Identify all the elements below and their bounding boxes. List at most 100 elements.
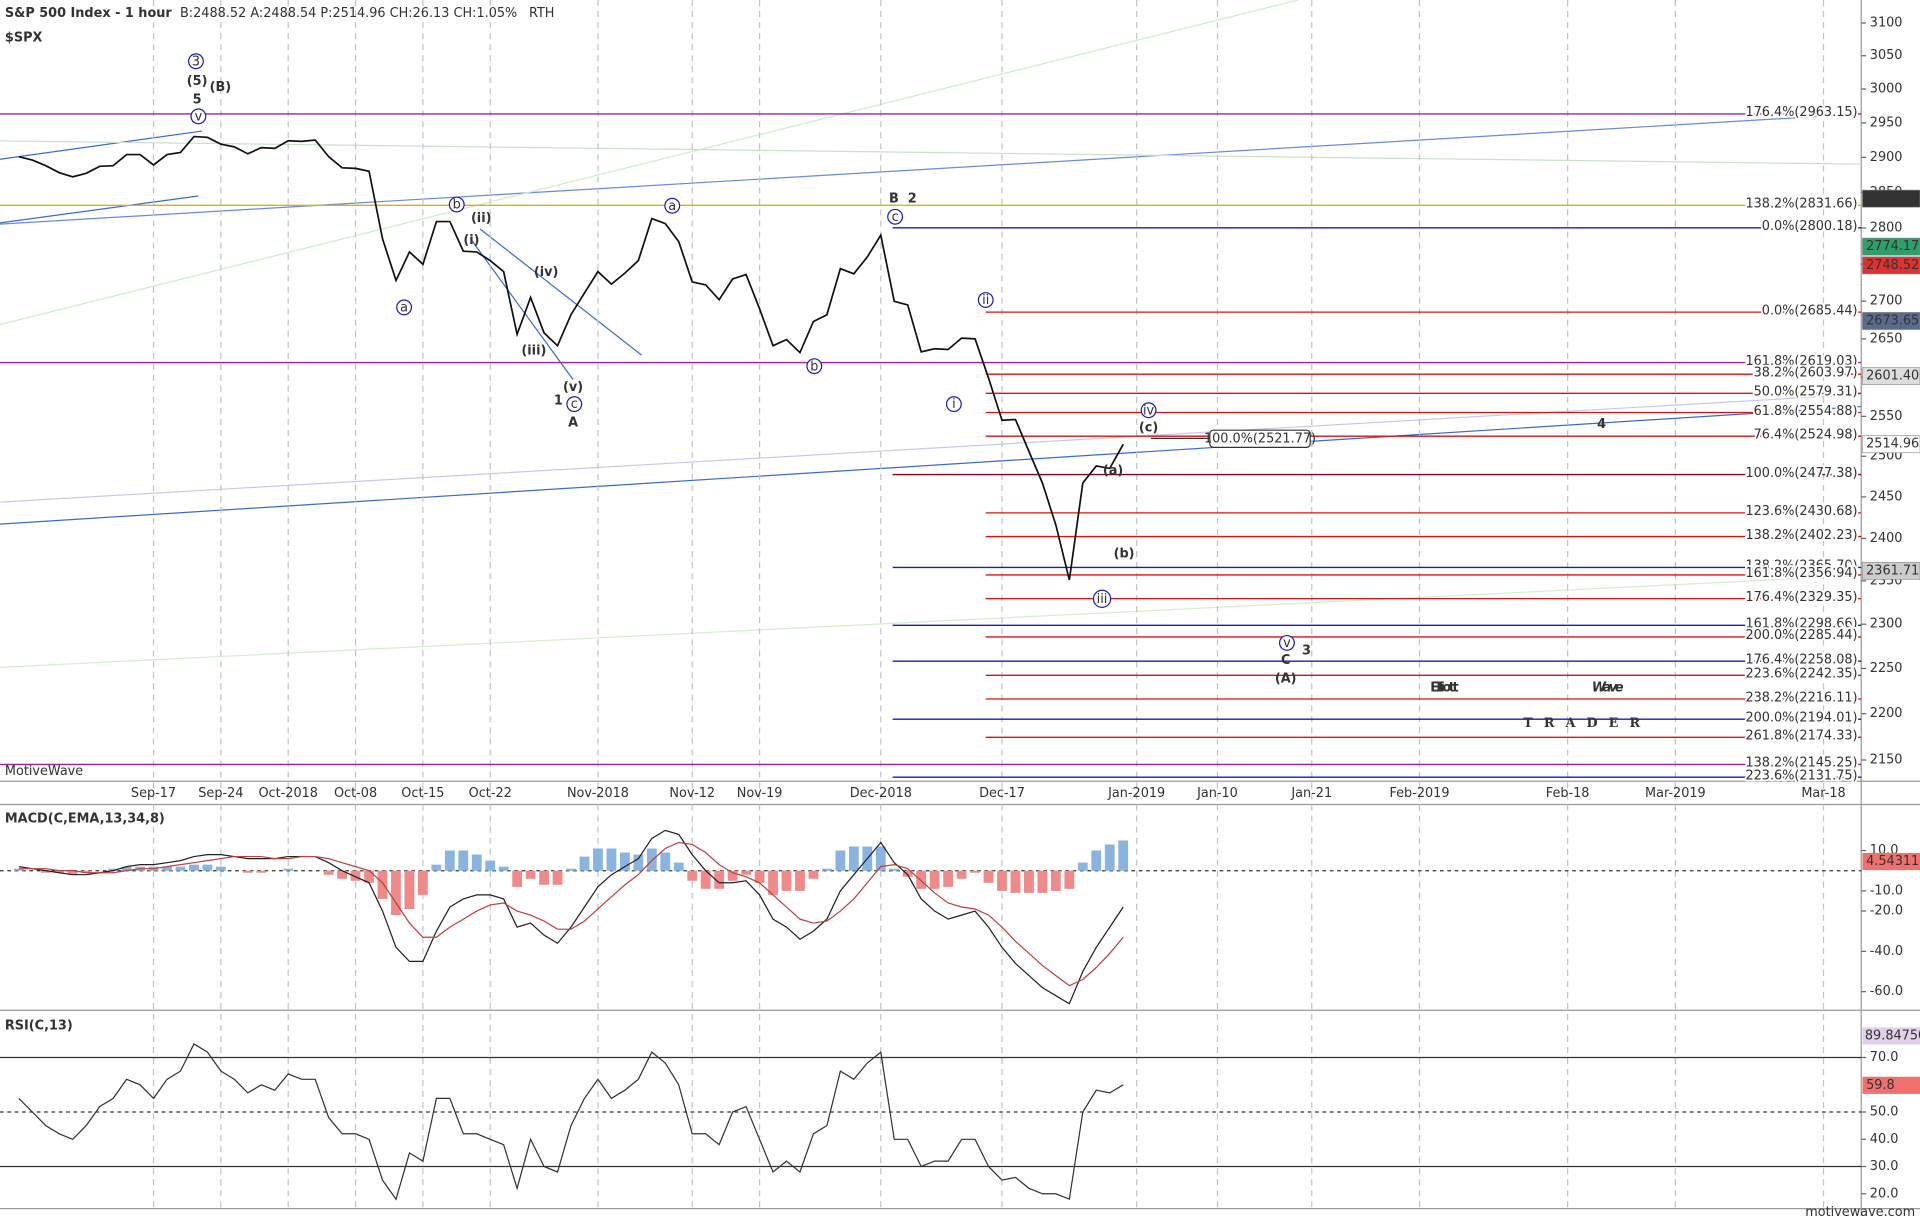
fib-label: 0.0%(2685.44) — [1762, 303, 1858, 318]
chart-title: S&P 500 Index - 1 hour — [5, 6, 173, 21]
histogram-bar — [189, 864, 199, 871]
histogram-bar — [471, 854, 482, 871]
fib-label: 200.0%(2285.44) — [1745, 628, 1857, 643]
y-tick-label: 70.0 — [1870, 1050, 1899, 1065]
histogram-bar — [444, 850, 455, 871]
histogram-bar — [256, 870, 267, 873]
trend-line — [0, 574, 1862, 668]
price-tag — [1862, 435, 1920, 454]
y-tick-label: 2200 — [1870, 706, 1903, 721]
y-tick-label: 2400 — [1870, 531, 1903, 546]
histogram-bar — [485, 860, 496, 871]
histogram-bar — [1050, 870, 1061, 891]
y-tick-label: 2300 — [1870, 617, 1903, 632]
histogram-bar — [983, 870, 994, 883]
histogram-bar — [67, 870, 78, 875]
trend-line — [0, 140, 1862, 165]
histogram-bar — [417, 870, 428, 895]
histogram-bar — [619, 852, 630, 871]
macd-line — [18, 841, 1124, 987]
histogram-bar — [687, 870, 698, 881]
histogram-bar — [1037, 870, 1048, 893]
wave-circle — [1092, 589, 1112, 608]
wave-label: A — [568, 416, 578, 431]
panel-title: RSI(C,13) — [5, 1019, 73, 1034]
histogram-bar — [1064, 870, 1075, 889]
histogram-bar — [1077, 862, 1088, 871]
histogram-bar — [700, 870, 711, 889]
quote: B:2488.52 A:2488.54 P:2514.96 CH:26.13 C… — [180, 6, 517, 21]
boxed-level-label: 100.0%(2521.77) — [1204, 431, 1316, 446]
y-tick-label: 3000 — [1870, 82, 1903, 97]
histogram-bar — [795, 870, 805, 891]
y-tick-label: 2650 — [1870, 331, 1903, 346]
histogram-bar — [579, 856, 590, 871]
wave-circle — [806, 358, 823, 375]
histogram-bar — [1010, 870, 1021, 893]
wave-circle — [448, 196, 465, 213]
fib-label: 138.2%(2145.25) — [1745, 756, 1857, 771]
wave-label: C — [1281, 653, 1290, 668]
wave-label: i — [952, 397, 956, 412]
histogram-bar — [673, 862, 684, 871]
fib-label: 223.6%(2131.75) — [1745, 768, 1857, 783]
macd-line — [18, 829, 1124, 1005]
wave-label: a — [668, 199, 676, 214]
symbol: $SPX — [5, 31, 43, 46]
logo-first: Elliott — [1430, 681, 1458, 696]
wave-label: 2 — [908, 192, 917, 207]
histogram-bar — [458, 850, 469, 871]
histogram-bar — [404, 870, 415, 910]
wave-circle — [977, 292, 994, 309]
fib-label: 50.0%(2579.31) — [1754, 385, 1858, 400]
histogram-bar — [633, 854, 644, 871]
wave-label: (c) — [1139, 421, 1158, 436]
histogram-bar — [323, 870, 334, 875]
wave-label: (5) — [187, 74, 208, 89]
histogram-bar — [81, 870, 92, 873]
price-tag — [1862, 561, 1920, 580]
histogram-bar — [835, 850, 846, 871]
x-tick-label: Feb-18 — [1546, 786, 1590, 801]
logo-sub: TRADER — [1523, 716, 1651, 731]
histogram-bar — [956, 870, 967, 879]
histogram-bar — [943, 870, 954, 887]
histogram-bar — [512, 870, 523, 887]
histogram-bar — [902, 870, 913, 877]
histogram-bar — [391, 870, 401, 916]
histogram-bar — [1118, 840, 1129, 871]
trend-line — [470, 239, 574, 380]
trend-line — [0, 195, 199, 224]
value-tag-label: 4.54311 — [1866, 854, 1919, 869]
watermark: MotiveWave — [5, 764, 83, 779]
x-tick-label: Nov-12 — [669, 786, 715, 801]
fib-label: 100.0%(2477.38) — [1745, 466, 1857, 481]
fib-label: 161.8%(2356.94) — [1745, 566, 1857, 581]
histogram-bar — [593, 848, 603, 871]
fib-label: 38.2%(2603.97) — [1754, 365, 1858, 380]
x-tick-label: Oct-15 — [401, 786, 444, 801]
histogram-bar — [350, 870, 361, 881]
histogram-bar — [875, 846, 886, 871]
wave-label: (A) — [1275, 672, 1297, 687]
histogram-bar — [848, 846, 859, 871]
wave-label: (b) — [1114, 547, 1135, 562]
x-tick-label: Nov-19 — [737, 786, 783, 801]
y-tick-label: 30.0 — [1870, 1159, 1899, 1174]
histogram-bar — [162, 866, 172, 871]
wave-circle — [664, 197, 681, 214]
x-tick-label: Jan-21 — [1290, 786, 1332, 801]
boxed-level-box — [1209, 429, 1311, 448]
wave-label: c — [892, 210, 899, 225]
wave-label: iv — [1143, 403, 1155, 418]
value-tag-label: 59.8 — [1866, 1078, 1895, 1093]
y-tick-label: 2450 — [1870, 489, 1903, 504]
value-tag — [1862, 852, 1920, 871]
trend-line — [479, 228, 643, 356]
fib-label: 161.8%(2298.66) — [1745, 617, 1857, 632]
x-tick-label: Oct-22 — [469, 786, 512, 801]
wave-label: 4 — [1597, 417, 1606, 432]
wave-circle — [1140, 402, 1157, 419]
